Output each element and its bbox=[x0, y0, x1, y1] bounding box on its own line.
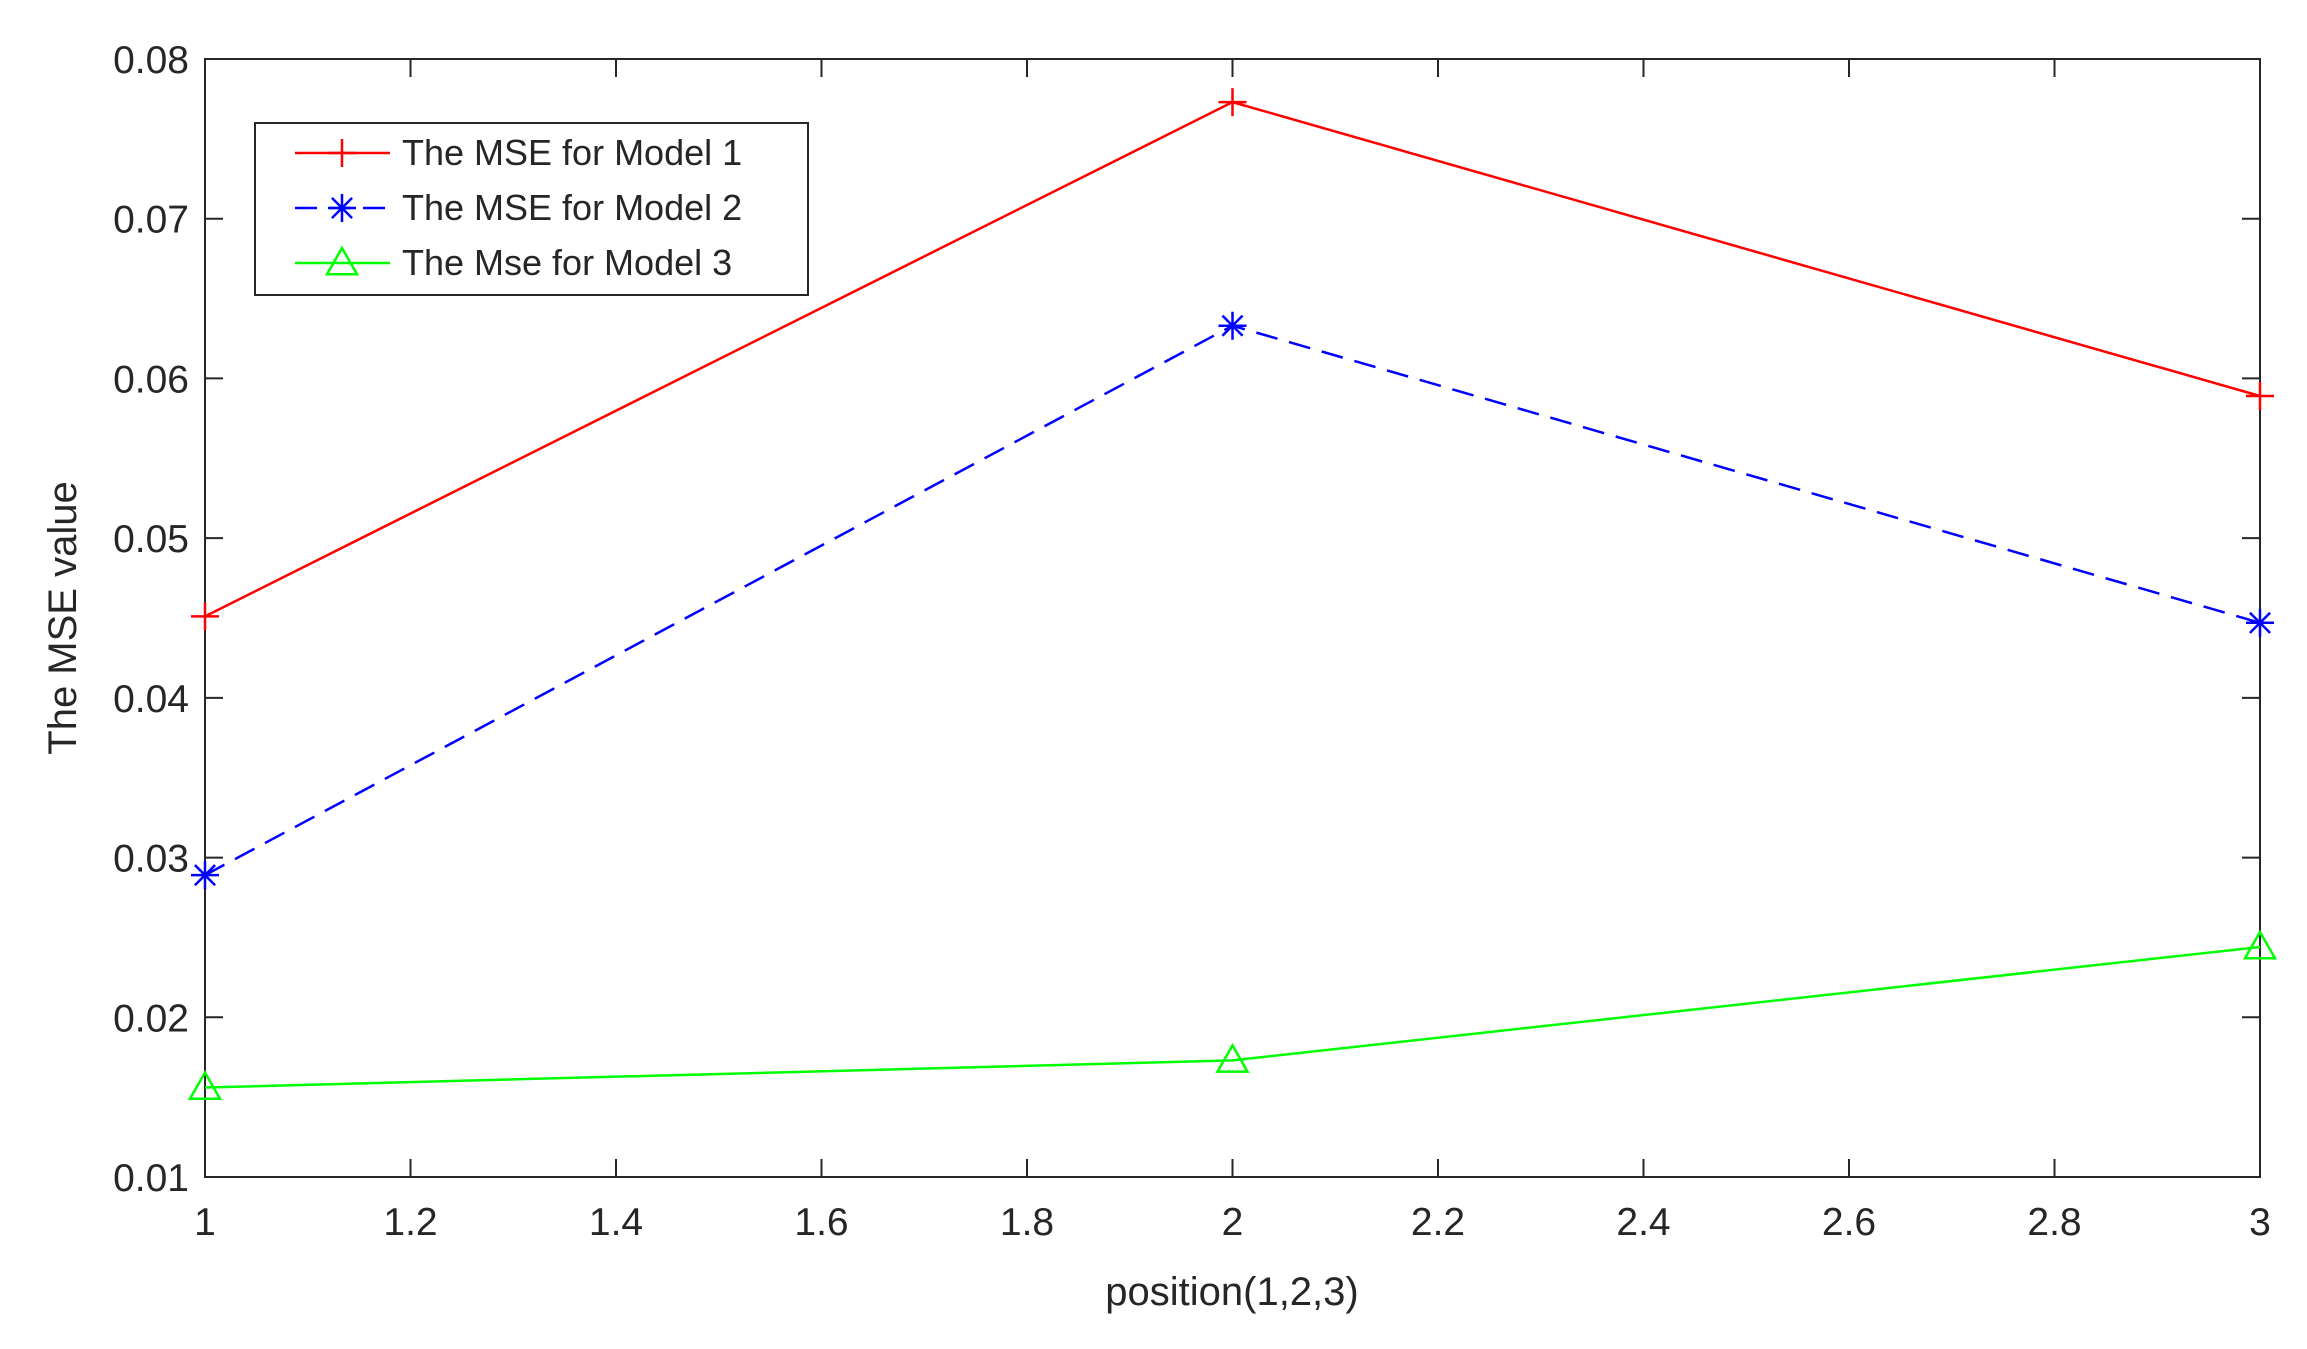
legend-label: The MSE for Model 1 bbox=[402, 132, 742, 173]
x-tick-label: 1 bbox=[194, 1201, 216, 1244]
legend-label: The Mse for Model 3 bbox=[402, 242, 732, 283]
legend-marker bbox=[324, 245, 360, 276]
x-tick-label: 2.2 bbox=[1411, 1201, 1465, 1244]
data-point-marker bbox=[187, 1070, 223, 1101]
series-layer bbox=[187, 88, 2278, 1101]
data-point-marker bbox=[2246, 608, 2274, 637]
y-tick-label: 0.06 bbox=[113, 358, 189, 401]
legend-entry: The MSE for Model 1 bbox=[295, 132, 742, 173]
x-tick-label: 3 bbox=[2249, 1201, 2271, 1244]
y-tick-label: 0.07 bbox=[113, 199, 189, 242]
legend-entry: The Mse for Model 3 bbox=[295, 242, 732, 283]
data-point-marker bbox=[1218, 311, 1247, 340]
x-tick-label: 2.4 bbox=[1616, 1201, 1670, 1244]
data-point-marker bbox=[191, 861, 219, 890]
x-tick-label: 2 bbox=[1222, 1201, 1244, 1244]
y-axis: 0.01 0.02 0.03 0.04 0.05 0.06 0.07 0.08 bbox=[113, 39, 2260, 1200]
data-point-marker bbox=[191, 602, 219, 631]
y-tick-label: 0.02 bbox=[113, 997, 189, 1040]
series-2 bbox=[191, 311, 2274, 890]
legend: The MSE for Model 1 The MSE for Model 2 Th… bbox=[254, 122, 809, 296]
y-tick-label: 0.03 bbox=[113, 838, 189, 881]
x-tick-label: 1.8 bbox=[1000, 1201, 1054, 1244]
data-point-marker bbox=[1218, 88, 1247, 117]
x-tick-label: 2.6 bbox=[1822, 1201, 1876, 1244]
legend-label: The MSE for Model 2 bbox=[402, 187, 742, 228]
data-point-marker bbox=[2242, 929, 2278, 960]
data-point-marker bbox=[1215, 1042, 1250, 1073]
y-tick-label: 0.08 bbox=[113, 39, 189, 82]
x-tick-label: 1.2 bbox=[383, 1201, 437, 1244]
data-point-marker bbox=[2246, 381, 2274, 410]
legend-marker bbox=[328, 139, 356, 167]
x-tick-label: 1.6 bbox=[794, 1201, 848, 1244]
series-3 bbox=[187, 929, 2278, 1101]
y-tick-label: 0.05 bbox=[113, 518, 189, 561]
series-1 bbox=[191, 88, 2274, 631]
y-tick-label: 0.01 bbox=[113, 1157, 189, 1200]
x-tick-label: 1.4 bbox=[589, 1201, 643, 1244]
x-axis: 1 1.2 1.4 1.6 1.8 2 2.2 2.4 2.6 2.8 3 bbox=[194, 59, 2271, 1244]
y-tick-label: 0.04 bbox=[113, 678, 189, 721]
x-axis-label: position(1,2,3) bbox=[1105, 1270, 1358, 1314]
legend-marker bbox=[328, 194, 356, 222]
x-tick-label: 2.8 bbox=[2027, 1201, 2081, 1244]
y-axis-label: The MSE value bbox=[41, 481, 85, 754]
legend-entry: The MSE for Model 2 bbox=[295, 187, 742, 228]
series-line bbox=[204, 945, 2261, 1089]
